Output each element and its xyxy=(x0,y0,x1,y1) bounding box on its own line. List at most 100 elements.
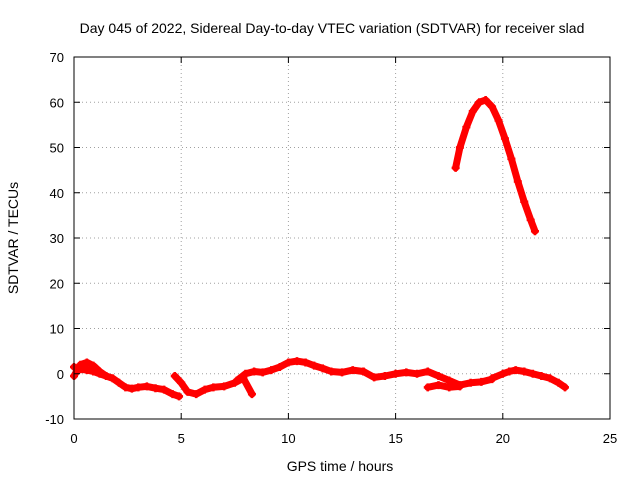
data-point xyxy=(402,368,411,377)
chart-title: Day 045 of 2022, Sidereal Day-to-day VTE… xyxy=(80,20,585,36)
data-point xyxy=(455,382,464,391)
data-point xyxy=(160,385,169,394)
y-tick-label: 30 xyxy=(50,231,64,246)
y-axis-title: SDTVAR / TECUs xyxy=(5,182,21,294)
data-point xyxy=(168,390,177,399)
data-point xyxy=(500,134,509,143)
data-point xyxy=(175,392,184,401)
data-point xyxy=(434,372,443,381)
data-point xyxy=(108,374,117,383)
series-low-variation-band-7 xyxy=(488,366,569,392)
data-point xyxy=(423,367,432,376)
y-tick-label: 60 xyxy=(50,95,64,110)
data-point xyxy=(177,378,186,387)
data-point xyxy=(455,143,464,152)
data-point xyxy=(445,383,454,392)
data-point xyxy=(121,383,130,392)
data-point xyxy=(82,366,91,375)
y-tick-label: 0 xyxy=(57,367,64,382)
data-point xyxy=(220,382,229,391)
data-point xyxy=(380,372,389,381)
data-point xyxy=(359,367,368,376)
data-point xyxy=(192,390,201,399)
data-point xyxy=(241,369,250,378)
data-point xyxy=(183,387,192,396)
x-tick-label: 15 xyxy=(388,431,402,446)
data-point xyxy=(134,383,143,392)
data-point xyxy=(95,367,104,376)
data-point xyxy=(554,378,563,387)
grid-layer xyxy=(74,57,610,419)
data-point xyxy=(505,367,514,376)
series-low-variation-band-1 xyxy=(70,362,184,401)
data-point xyxy=(488,102,497,111)
y-tick-label: 70 xyxy=(50,50,64,65)
x-tick-label: 25 xyxy=(603,431,617,446)
data-point xyxy=(466,378,475,387)
data-point xyxy=(451,163,460,172)
series-line xyxy=(424,381,464,391)
data-point xyxy=(200,385,209,394)
data-point xyxy=(498,369,507,378)
tick-layer: 0 5 10 15 20 25 -10 0 10 20 30 40 50 60 70 xyxy=(45,50,617,446)
data-point xyxy=(76,360,85,369)
data-point xyxy=(560,383,569,392)
data-point xyxy=(82,358,91,367)
data-point xyxy=(511,366,520,375)
series-low-variation-band-4 xyxy=(232,357,368,385)
data-point xyxy=(520,367,529,376)
data-point xyxy=(545,374,554,383)
data-point xyxy=(507,154,516,163)
data-point xyxy=(247,390,256,399)
x-tick-label: 5 xyxy=(178,431,185,446)
data-point xyxy=(488,374,497,383)
series-layer xyxy=(70,95,569,401)
data-point xyxy=(530,227,539,236)
data-point xyxy=(338,368,346,377)
data-point xyxy=(520,197,529,206)
data-point xyxy=(209,383,218,392)
data-point xyxy=(423,383,432,392)
data-point xyxy=(142,382,151,391)
data-point xyxy=(301,358,310,367)
data-point xyxy=(115,378,124,387)
data-point xyxy=(267,366,276,375)
data-point xyxy=(318,364,327,373)
x-axis-title: GPS time / hours xyxy=(287,458,394,474)
data-point xyxy=(537,372,546,381)
data-point xyxy=(462,123,471,132)
x-tick-label: 10 xyxy=(281,431,295,446)
data-point xyxy=(348,366,357,375)
data-point xyxy=(468,107,477,116)
data-point xyxy=(413,369,422,378)
x-tick-label: 20 xyxy=(496,431,510,446)
data-point xyxy=(151,384,160,393)
y-tick-label: -10 xyxy=(45,412,64,427)
y-tick-label: 50 xyxy=(50,141,64,156)
y-tick-label: 40 xyxy=(50,186,64,201)
data-point xyxy=(250,367,259,376)
data-point xyxy=(327,367,336,376)
data-point xyxy=(310,361,319,370)
data-point xyxy=(232,376,241,385)
data-point xyxy=(102,372,111,381)
data-point xyxy=(89,361,98,370)
data-point xyxy=(391,369,400,378)
data-point xyxy=(127,384,136,393)
data-point xyxy=(528,369,537,378)
data-point xyxy=(170,372,179,381)
y-tick-label: 10 xyxy=(50,322,64,337)
data-point xyxy=(284,358,293,367)
data-point xyxy=(494,116,503,125)
x-tick-label: 0 xyxy=(70,431,77,446)
data-point xyxy=(292,357,301,366)
data-point xyxy=(475,98,484,107)
data-point xyxy=(275,362,284,371)
data-point xyxy=(526,215,535,224)
data-point xyxy=(477,377,486,386)
data-point xyxy=(513,177,522,186)
data-point xyxy=(481,95,490,104)
data-point xyxy=(258,368,267,377)
series-high-variation-arc xyxy=(451,95,539,236)
